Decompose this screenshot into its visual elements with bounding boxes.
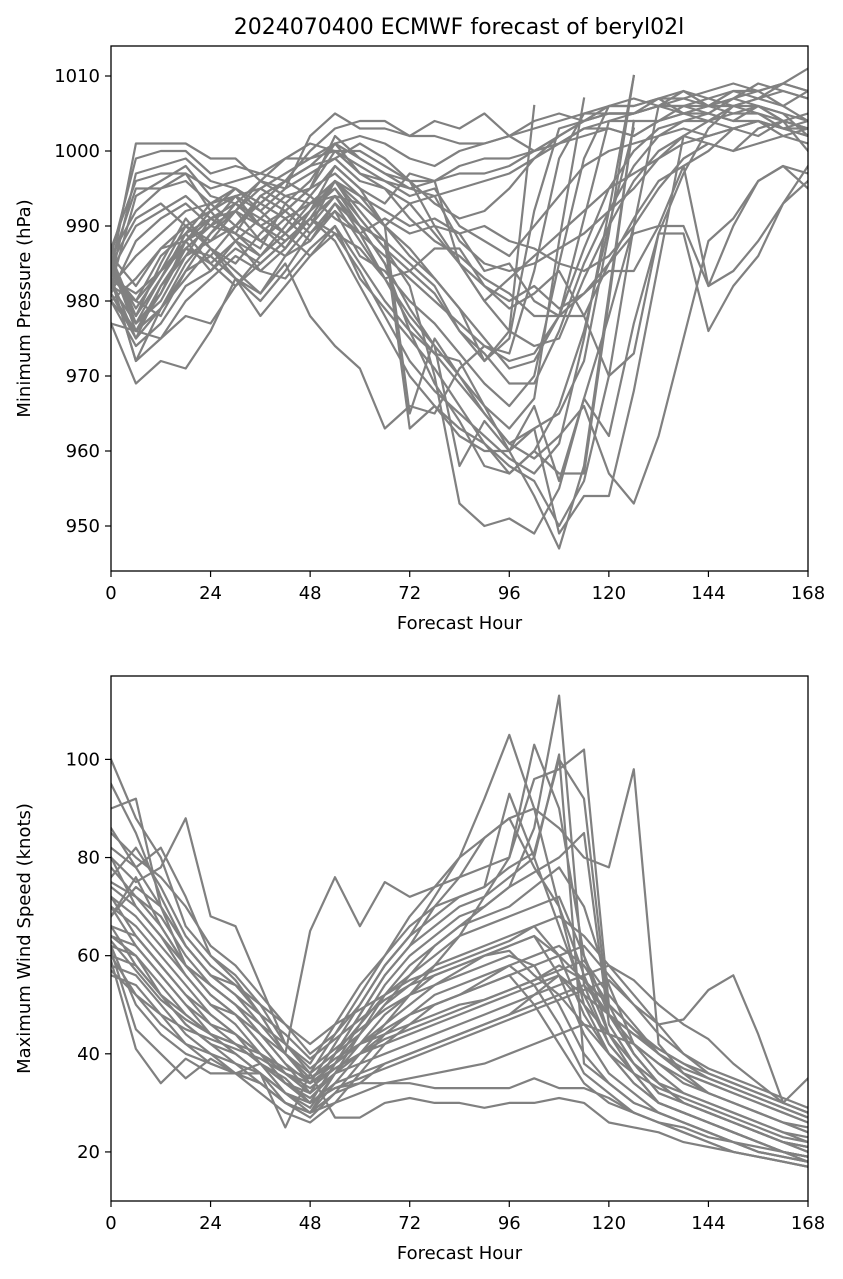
wind-series-line-25 <box>111 959 808 1168</box>
wind-series-line-24 <box>111 944 808 1129</box>
wind-series-line-27 <box>111 856 808 1119</box>
pressure-x-tick-label: 48 <box>299 583 322 604</box>
pressure-y-tick-label: 980 <box>66 291 100 312</box>
pressure-y-axis-label: Minimum Pressure (hPa) <box>14 199 35 417</box>
wind-series-line-28 <box>111 880 808 1134</box>
pressure-axes-frame <box>110 45 809 572</box>
wind-x-axis-label: Forecast Hour <box>397 1243 523 1264</box>
pressure-series-line-3 <box>111 89 808 280</box>
pressure-y-tick-label: 990 <box>66 216 100 237</box>
pressure-series-line-4 <box>111 89 808 250</box>
wind-series-line-31 <box>111 968 808 1114</box>
pressure-series-group <box>111 67 808 550</box>
wind-x-tick-label: 24 <box>199 1213 222 1234</box>
pressure-series-line-1 <box>111 67 808 273</box>
pressure-y-tick-label: 1000 <box>54 141 100 162</box>
wind-series-line-23 <box>111 895 808 1124</box>
pressure-series-line-12 <box>111 119 808 318</box>
wind-series-line-26 <box>111 949 808 1158</box>
wind-panel: 0 24 48 72 96 120 144 168 20 40 60 80 100 Forecast Ho… <box>14 675 825 1264</box>
wind-y-axis-label: Maximum Wind Speed (knots) <box>14 803 35 1074</box>
pressure-x-tick-label: 144 <box>691 583 725 604</box>
pressure-y-tick-label: 1010 <box>54 66 100 87</box>
wind-series-line-21 <box>111 954 808 1104</box>
wind-y-tick-label: 20 <box>77 1142 100 1163</box>
wind-axes-frame <box>110 675 809 1202</box>
pressure-series-line-30 <box>111 179 808 483</box>
pressure-series-line-24 <box>111 119 636 550</box>
chart-title: 2024070400 ECMWF forecast of beryl02l <box>234 15 685 40</box>
pressure-series-line-20 <box>111 97 586 430</box>
pressure-y-tick-label: 950 <box>66 516 100 537</box>
pressure-series-line-28 <box>111 134 685 535</box>
pressure-panel: 0 24 48 72 96 120 144 168 950 960 970 980 990 1000 101… <box>14 45 825 634</box>
pressure-x-tick-label: 120 <box>592 583 626 604</box>
wind-x-tick-label: 168 <box>791 1213 825 1234</box>
wind-series-line-30 <box>111 826 808 1109</box>
pressure-x-tick-label: 168 <box>791 583 825 604</box>
wind-series-line-29 <box>111 885 808 1144</box>
wind-y-tick-label: 60 <box>77 946 100 967</box>
wind-series-line-15 <box>111 944 808 1163</box>
pressure-x-tick-label: 96 <box>498 583 521 604</box>
wind-y-tick-label: 40 <box>77 1044 100 1065</box>
pressure-series-line-7 <box>111 97 808 258</box>
wind-series-line-13 <box>111 925 808 1158</box>
pressure-series-line-32 <box>111 82 808 378</box>
pressure-series-line-5 <box>111 112 808 265</box>
wind-y-tick-label: 80 <box>77 848 100 869</box>
wind-x-tick-label: 96 <box>498 1213 521 1234</box>
wind-y-tick-label: 100 <box>66 749 100 770</box>
wind-series-line-12 <box>111 876 808 1149</box>
pressure-series-line-10 <box>111 104 808 273</box>
wind-x-tick-label: 144 <box>691 1213 725 1234</box>
pressure-series-line-29 <box>111 164 808 505</box>
wind-x-tick-label: 120 <box>592 1213 626 1234</box>
pressure-series-line-17 <box>111 82 808 408</box>
wind-x-tick-label: 72 <box>398 1213 421 1234</box>
pressure-x-tick-label: 0 <box>105 583 116 604</box>
wind-x-tick-label: 0 <box>105 1213 116 1234</box>
pressure-y-tick-label: 960 <box>66 441 100 462</box>
wind-x-tick-label: 48 <box>299 1213 322 1234</box>
pressure-y-tick-label: 970 <box>66 366 100 387</box>
pressure-series-line-34 <box>111 164 808 318</box>
pressure-x-axis-label: Forecast Hour <box>397 613 523 634</box>
pressure-series-line-33 <box>111 164 808 363</box>
pressure-x-tick-label: 24 <box>199 583 222 604</box>
pressure-series-line-18 <box>111 97 808 363</box>
wind-series-line-32 <box>111 939 808 1119</box>
pressure-series-line-25 <box>111 217 636 528</box>
pressure-series-line-22 <box>111 127 636 475</box>
wind-series-group <box>111 694 808 1168</box>
pressure-series-line-31 <box>111 97 808 430</box>
pressure-x-tick-label: 72 <box>398 583 421 604</box>
